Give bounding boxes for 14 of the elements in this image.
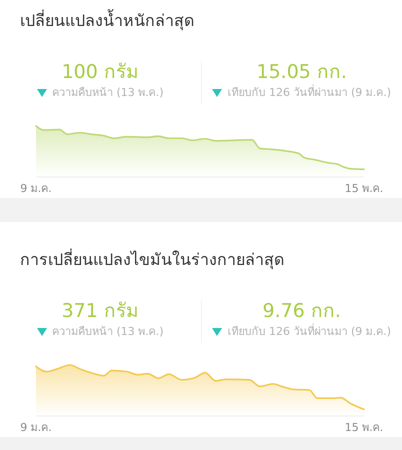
text: 371 กรัม	[62, 300, 139, 322]
text: 15.05 กก.	[256, 61, 347, 83]
x-tick-label: 15 พ.ค.	[344, 421, 384, 434]
text: ความคืบหน้า (13 พ.ค.)	[52, 324, 164, 338]
x-tick-label: 9 ม.ค.	[20, 182, 52, 195]
text: 100 กรัม	[62, 61, 139, 83]
x-tick-label: 15 พ.ค.	[344, 182, 384, 195]
text: เทียบกับ 126 วันที่ผ่านมา (9 ม.ค.)	[227, 86, 392, 100]
text: ความคืบหน้า (13 พ.ค.)	[52, 86, 164, 100]
chart-title: การเปลี่ยนแปลงไขมันในร่างกายล่าสุด	[20, 250, 284, 270]
text: เทียบกับ 126 วันที่ผ่านมา (9 ม.ค.)	[227, 324, 392, 338]
x-tick-label: 9 ม.ค.	[20, 421, 52, 434]
chart-title: เปลี่ยนแปลงน้ำหนักล่าสุด	[20, 11, 194, 31]
text: 9.76 กก.	[262, 300, 341, 322]
